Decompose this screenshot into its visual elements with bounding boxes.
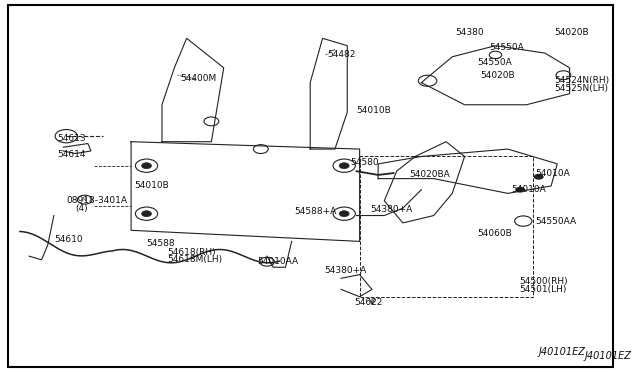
Circle shape xyxy=(141,163,152,169)
Text: 54550A: 54550A xyxy=(490,43,524,52)
Text: 54010A: 54010A xyxy=(536,169,570,177)
Text: 54010B: 54010B xyxy=(356,106,391,115)
Circle shape xyxy=(141,211,152,217)
Text: 54060B: 54060B xyxy=(477,230,512,238)
Text: 54618(RH): 54618(RH) xyxy=(167,248,216,257)
Text: 54580: 54580 xyxy=(350,157,379,167)
Text: 54613: 54613 xyxy=(57,134,86,142)
Text: 54010B: 54010B xyxy=(134,182,169,190)
Text: 54588: 54588 xyxy=(147,239,175,248)
Polygon shape xyxy=(421,46,570,105)
Polygon shape xyxy=(384,142,465,223)
Text: 08918-3401A: 08918-3401A xyxy=(66,196,127,205)
Text: 54524N(RH): 54524N(RH) xyxy=(554,76,609,85)
Text: 54550A: 54550A xyxy=(477,58,512,67)
Text: 54010AA: 54010AA xyxy=(258,257,299,266)
Text: 54610: 54610 xyxy=(54,235,83,244)
Circle shape xyxy=(515,187,525,193)
Text: 54501(LH): 54501(LH) xyxy=(519,285,566,294)
Text: 54550AA: 54550AA xyxy=(536,217,577,225)
Text: N: N xyxy=(81,197,86,202)
Text: 54380+A: 54380+A xyxy=(371,205,413,215)
Text: 54525N(LH): 54525N(LH) xyxy=(554,84,608,93)
Text: (4): (4) xyxy=(76,203,88,213)
Text: J40101EZ: J40101EZ xyxy=(538,347,585,357)
Text: 54500(RH): 54500(RH) xyxy=(519,278,568,286)
Text: 54588+A: 54588+A xyxy=(295,207,337,217)
Text: 54400M: 54400M xyxy=(180,74,217,83)
Polygon shape xyxy=(131,142,360,241)
Text: 54622: 54622 xyxy=(355,298,383,307)
Circle shape xyxy=(339,163,349,169)
Polygon shape xyxy=(378,149,557,193)
Text: 54614: 54614 xyxy=(57,150,86,159)
Text: 54010A: 54010A xyxy=(511,185,546,194)
Text: 54020BA: 54020BA xyxy=(409,170,450,179)
Text: 54020B: 54020B xyxy=(554,28,589,37)
Circle shape xyxy=(534,174,543,180)
Text: 54020B: 54020B xyxy=(480,71,515,80)
Text: 54380+A: 54380+A xyxy=(324,266,367,275)
Text: 54618M(LH): 54618M(LH) xyxy=(167,255,222,264)
Text: J40101EZ: J40101EZ xyxy=(585,351,632,361)
Circle shape xyxy=(339,211,349,217)
Text: 54482: 54482 xyxy=(328,51,356,60)
Text: 54380: 54380 xyxy=(455,28,484,37)
